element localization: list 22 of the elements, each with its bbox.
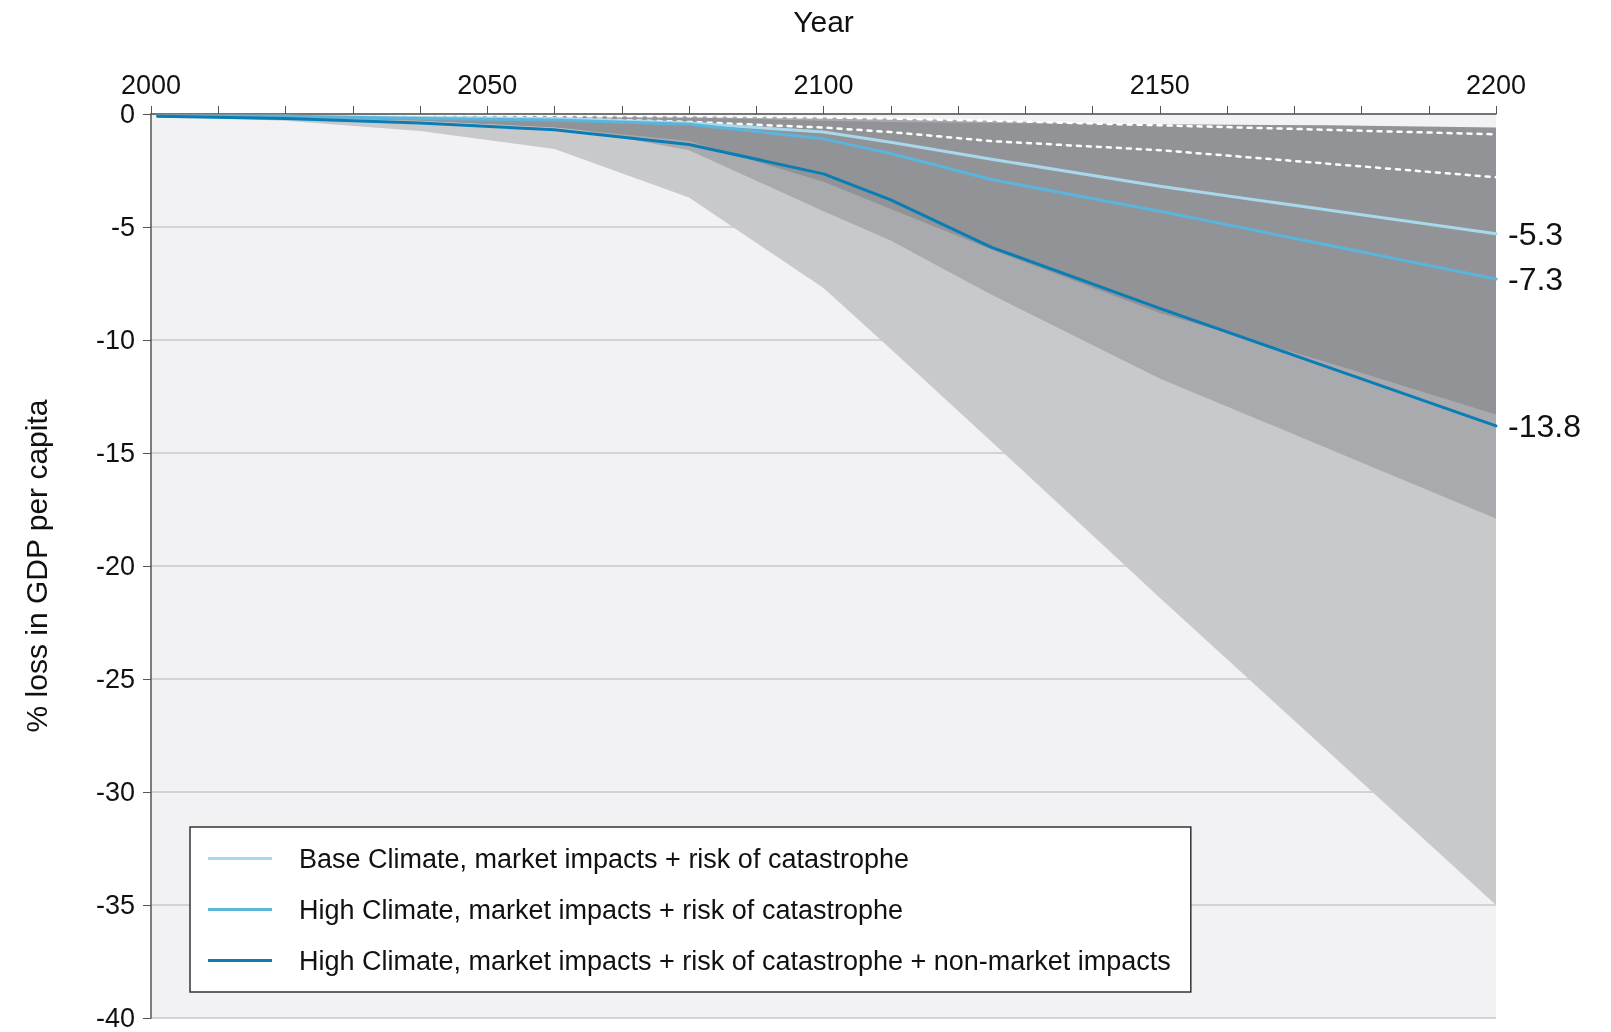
data-label: -13.8 bbox=[1508, 407, 1581, 444]
x-tick-label: 2150 bbox=[1129, 69, 1190, 100]
y-tick-label: -5 bbox=[110, 212, 135, 242]
y-tick-label: -35 bbox=[95, 890, 135, 920]
legend-label: High Climate, market impacts + risk of catastrophe + non-market impacts bbox=[299, 945, 1171, 976]
data-label: -5.3 bbox=[1508, 215, 1564, 252]
y-tick-label: -25 bbox=[95, 664, 135, 694]
y-tick-label: -40 bbox=[95, 1003, 135, 1032]
x-axis-title: Year bbox=[793, 4, 854, 38]
x-tick-label: 2100 bbox=[793, 69, 854, 100]
y-axis-title: % loss in GDP per capita bbox=[19, 399, 53, 733]
y-tick-label: -15 bbox=[95, 438, 135, 468]
x-tick-label: 2200 bbox=[1465, 69, 1527, 100]
x-tick-label: 2050 bbox=[457, 69, 518, 100]
legend-label: Base Climate, market impacts + risk of catastrophe bbox=[299, 843, 909, 874]
y-tick-label: -10 bbox=[95, 325, 135, 355]
y-tick-label: 0 bbox=[119, 99, 135, 129]
x-tick-label: 2000 bbox=[120, 69, 182, 100]
data-label: -7.3 bbox=[1508, 260, 1564, 297]
legend-label: High Climate, market impacts + risk of catastrophe bbox=[299, 894, 903, 925]
y-tick-label: -30 bbox=[95, 777, 135, 807]
y-tick-label: -20 bbox=[95, 551, 135, 581]
